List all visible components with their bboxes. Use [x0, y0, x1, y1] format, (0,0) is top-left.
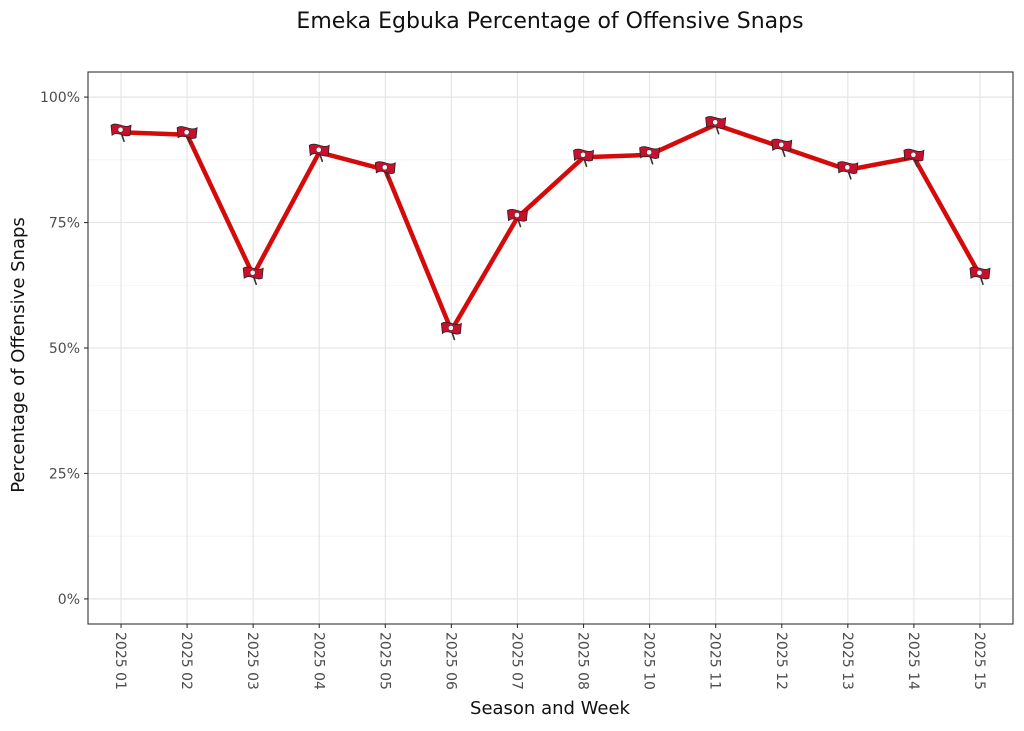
y-tick-label: 100% — [40, 90, 80, 106]
buccaneers-flag-icon — [242, 266, 264, 286]
y-tick-label: 0% — [58, 592, 80, 608]
flag-skull — [844, 164, 851, 171]
flag-skull — [580, 151, 586, 158]
y-tick-label: 50% — [49, 341, 80, 357]
buccaneers-flag-icon — [705, 116, 727, 135]
buccaneers-flag-icon — [507, 209, 528, 228]
buccaneers-flag-icon — [771, 138, 793, 158]
flag-skull — [448, 325, 454, 331]
y-axis: 0% 25% 50% 75% 100% — [40, 90, 88, 608]
x-tick-label: 2025 02 — [178, 632, 194, 690]
buccaneers-flag-icon — [110, 123, 132, 143]
x-tick-label: 2025 05 — [376, 632, 392, 690]
flag-skull — [315, 146, 322, 153]
x-tick-label: 2025 12 — [773, 632, 789, 690]
x-tick-label: 2025 15 — [971, 632, 987, 690]
buccaneers-flag-icon — [374, 161, 396, 180]
x-axis: 2025 01 2025 02 2025 03 2025 04 2025 05 2025 … — [112, 624, 987, 690]
flag-skull — [778, 141, 785, 148]
flag-skull — [381, 164, 388, 171]
flag-skull — [646, 149, 652, 156]
buccaneers-flag-icon — [573, 148, 595, 168]
series-line — [118, 122, 983, 333]
buccaneers-flag-icon — [837, 161, 859, 180]
x-tick-label: 2025 10 — [641, 632, 657, 690]
buccaneers-flag-icon — [440, 321, 462, 341]
x-tick-label: 2025 03 — [244, 632, 260, 690]
buccaneers-flag-icon — [639, 146, 661, 165]
x-tick-label: 2025 11 — [707, 632, 723, 690]
flag-skull — [117, 126, 124, 133]
y-axis-title: Percentage of Offensive Snaps — [8, 217, 29, 493]
x-tick-label: 2025 01 — [112, 632, 128, 690]
flag-skull — [183, 129, 190, 136]
y-tick-label: 75% — [49, 216, 80, 232]
gridlines — [88, 72, 1013, 624]
buccaneers-flag-icon — [176, 126, 198, 145]
flag-skull — [976, 269, 983, 276]
x-axis-title: Season and Week — [470, 698, 631, 719]
buccaneers-flag-icon — [903, 148, 925, 168]
flag-skull — [910, 151, 917, 158]
series-layer — [110, 116, 991, 341]
x-tick-label: 2025 14 — [905, 632, 921, 690]
flag-skull — [514, 212, 520, 218]
buccaneers-flag-icon — [308, 143, 330, 163]
x-tick-label: 2025 06 — [442, 632, 458, 690]
flag-skull — [249, 269, 256, 276]
x-tick-label: 2025 04 — [310, 632, 326, 690]
x-tick-label: 2025 07 — [508, 632, 524, 690]
x-tick-label: 2025 13 — [839, 632, 855, 690]
chart-title: Emeka Egbuka Percentage of Offensive Sna… — [296, 9, 803, 34]
buccaneers-flag-icon — [969, 266, 991, 286]
x-tick-label: 2025 08 — [575, 632, 591, 690]
y-tick-label: 25% — [49, 466, 80, 482]
flag-skull — [712, 119, 719, 126]
